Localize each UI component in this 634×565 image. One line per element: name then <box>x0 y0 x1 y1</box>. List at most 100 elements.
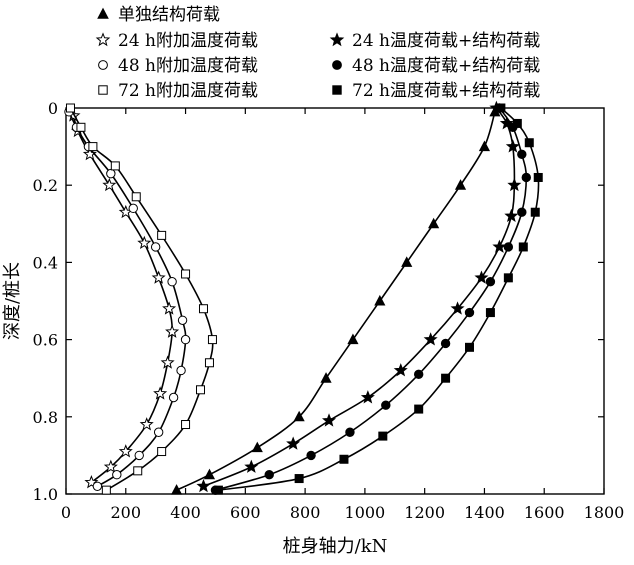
data-point <box>112 470 122 480</box>
legend-label: 48 h温度荷载+结构荷载 <box>352 56 540 76</box>
data-point <box>177 315 188 325</box>
x-tick-label: 400 <box>170 503 201 522</box>
x-tick-label: 200 <box>111 503 142 522</box>
data-point <box>207 335 217 345</box>
x-tick-label: 0 <box>61 503 71 522</box>
data-point <box>345 427 355 437</box>
y-tick-label: 0.8 <box>33 408 58 427</box>
data-point <box>160 355 175 369</box>
data-point <box>512 118 522 128</box>
data-point <box>381 400 391 410</box>
data-point <box>503 242 514 252</box>
data-point <box>198 304 208 314</box>
data-point <box>306 450 316 461</box>
data-point <box>181 269 191 279</box>
legend-marker <box>98 60 108 70</box>
x-tick-label: 1800 <box>584 503 625 522</box>
data-point <box>110 161 120 171</box>
data-point <box>374 294 386 306</box>
data-point <box>153 427 164 437</box>
x-tick-label: 1600 <box>524 503 565 522</box>
data-point <box>244 459 259 473</box>
legend-marker <box>95 32 111 47</box>
data-point <box>82 146 97 161</box>
data-point <box>428 217 440 229</box>
x-tick-label: 1400 <box>464 503 505 522</box>
legend-marker <box>98 85 108 95</box>
data-point <box>128 203 138 214</box>
data-point <box>441 373 451 383</box>
x-tick-label: 800 <box>290 503 321 522</box>
data-point <box>151 270 166 284</box>
legend-label: 24 h附加温度荷载 <box>118 31 258 51</box>
data-point <box>251 441 263 453</box>
data-point <box>505 139 520 153</box>
data-point <box>485 308 495 318</box>
data-point <box>360 390 375 404</box>
data-point <box>65 103 75 113</box>
data-point <box>440 338 451 349</box>
legend-entry: 24 h附加温度荷载 <box>95 31 258 51</box>
series-group <box>64 100 543 495</box>
y-axis-title: 深度/桩长 <box>2 262 23 340</box>
y-tick-label: 0 <box>48 99 58 118</box>
data-point <box>118 444 133 458</box>
data-point <box>157 230 167 240</box>
legend-entry: 48 h附加温度荷载 <box>98 56 258 76</box>
data-point <box>106 168 116 179</box>
data-point <box>464 307 475 318</box>
data-point <box>450 301 465 315</box>
legend-entry: 单独结构荷载 <box>97 5 220 25</box>
data-point <box>103 459 118 473</box>
y-tick-label: 0.4 <box>33 253 58 272</box>
data-point <box>153 386 168 400</box>
data-point <box>137 235 152 250</box>
data-point <box>499 116 514 130</box>
data-point <box>134 450 144 461</box>
legend-label: 48 h附加温度荷载 <box>118 56 258 76</box>
data-point <box>393 363 408 377</box>
data-point <box>517 149 527 160</box>
y-tick-label: 0.2 <box>33 176 58 195</box>
data-point <box>465 342 474 352</box>
data-point <box>478 140 491 152</box>
legend-marker <box>332 60 342 70</box>
data-point <box>492 239 507 253</box>
x-tick-label: 600 <box>230 503 261 522</box>
data-point <box>423 332 438 346</box>
data-point <box>413 369 424 380</box>
data-point <box>378 431 388 441</box>
data-point <box>88 142 98 152</box>
y-tick-label: 0.6 <box>33 331 58 350</box>
data-point <box>180 334 191 345</box>
data-point <box>181 420 191 430</box>
x-axis-title: 桩身轴力/kN <box>283 536 388 557</box>
legend-label: 72 h附加温度荷载 <box>118 81 258 101</box>
data-point <box>131 192 141 202</box>
legend: 单独结构荷载 24 h附加温度荷载 48 h附加温度荷载 72 h附加温度荷载 24 h… <box>95 5 540 101</box>
x-tick-label: 1000 <box>345 503 386 522</box>
series-3 <box>64 107 191 491</box>
data-point <box>162 301 177 315</box>
legend-entry: 72 h附加温度荷载 <box>98 81 258 101</box>
legend-entry: 24 h温度荷载+结构荷载 <box>329 31 540 51</box>
legend-marker <box>329 32 345 47</box>
x-tick-label: 1200 <box>404 503 445 522</box>
legend-entry: 72 h温度荷载+结构荷载 <box>332 81 540 101</box>
data-point <box>485 277 496 287</box>
legend-entry: 48 h温度荷载+结构荷载 <box>332 56 540 76</box>
data-point <box>517 207 527 217</box>
data-point <box>454 179 467 190</box>
data-point <box>139 417 154 431</box>
data-point <box>521 172 531 183</box>
data-point <box>518 242 528 252</box>
data-point <box>496 103 506 113</box>
data-point <box>176 365 186 376</box>
data-point <box>101 485 111 495</box>
series-1 <box>171 105 501 495</box>
plot-frame <box>65 107 605 495</box>
data-point <box>294 474 304 484</box>
data-point <box>150 242 161 252</box>
